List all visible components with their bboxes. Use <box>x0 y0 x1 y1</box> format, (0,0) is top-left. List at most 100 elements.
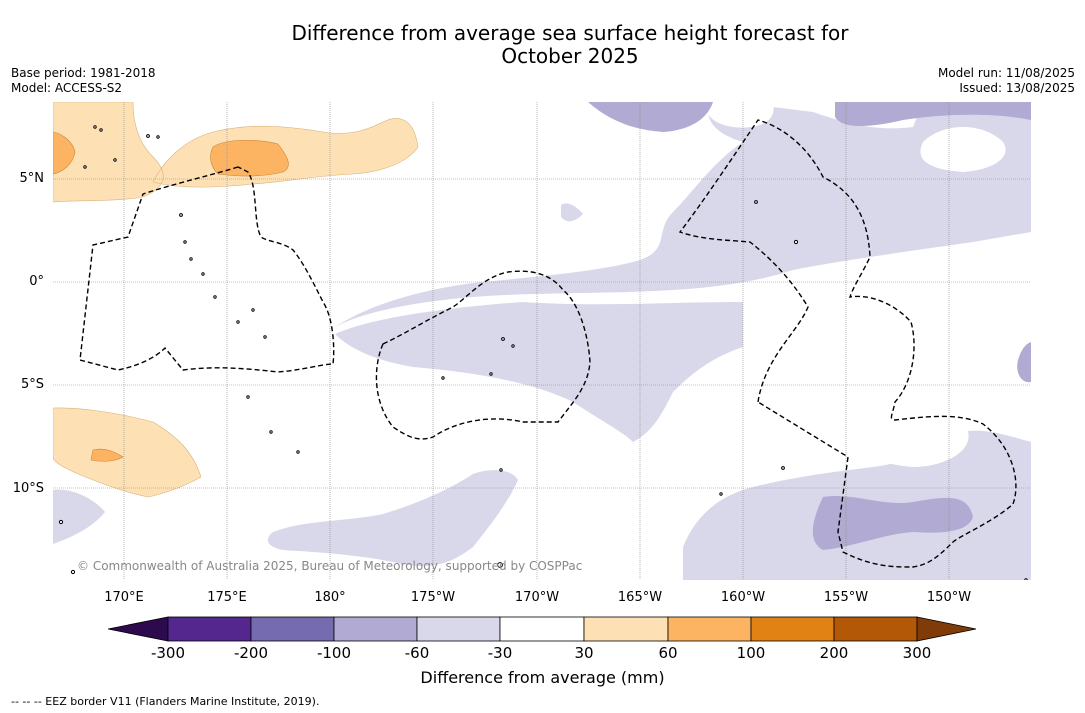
island <box>93 125 97 129</box>
graticule <box>53 102 1031 580</box>
moderate-negative-regions <box>588 102 1031 550</box>
southwest-orange-core <box>90 448 124 462</box>
colorbar-tick: 300 <box>902 644 932 662</box>
lower-right-patch <box>812 495 973 550</box>
lat-label-5s: 5°S <box>20 377 44 392</box>
southwest-orange-blob <box>53 407 202 498</box>
moderate-positive-regions <box>53 131 289 462</box>
negative-anomaly-regions <box>53 102 1031 580</box>
small-isle-patch <box>561 203 583 222</box>
island <box>113 158 117 162</box>
colorbar-label: Difference from average (mm) <box>420 668 665 687</box>
island <box>156 135 160 139</box>
attribution-text: © Commonwealth of Australia 2025, Bureau… <box>77 559 582 573</box>
top-right-patch <box>835 102 1031 126</box>
lon-label-8: 155°W <box>823 590 869 605</box>
island <box>58 519 64 525</box>
island <box>201 272 205 276</box>
central-band <box>335 102 1031 580</box>
lon-label-7: 160°W <box>720 590 766 605</box>
neutral-holes <box>706 102 1006 467</box>
island <box>1024 578 1028 580</box>
island <box>441 376 445 380</box>
issued-date: Issued: 13/08/2025 <box>959 81 1075 95</box>
lon-label-3: 180° <box>314 590 346 605</box>
colorbar-tick: -200 <box>233 644 269 662</box>
colorbar-tick: -60 <box>404 644 430 662</box>
colorbar-swatch-5 <box>499 616 585 642</box>
island <box>183 240 187 244</box>
lower-left-blob <box>267 470 518 567</box>
island <box>146 134 150 138</box>
upper-right-hole <box>920 127 1006 172</box>
colorbar <box>107 614 978 648</box>
map-svg: © Commonwealth of Australia 2025, Bureau… <box>53 102 1031 580</box>
lat-label-equator: 0° <box>29 274 44 289</box>
colorbar-tick: -30 <box>487 644 513 662</box>
colorbar-tick: 30 <box>574 644 594 662</box>
island <box>246 395 250 399</box>
colorbar-tick: 60 <box>658 644 678 662</box>
island <box>781 466 785 470</box>
colorbar-swatch-2 <box>250 616 335 642</box>
island <box>296 450 300 454</box>
colorbar-tick: -300 <box>150 644 186 662</box>
colorbar-svg <box>107 616 977 642</box>
title-line-1: Difference from average sea surface heig… <box>291 21 849 45</box>
top-mid-patch <box>588 102 713 132</box>
colorbar-tick: -100 <box>316 644 352 662</box>
lat-label-5n: 5°N <box>19 171 45 186</box>
colorbar-over-arrow <box>916 616 977 642</box>
lon-label-5: 170°W <box>514 590 560 605</box>
model-run: Model run: 11/08/2025 <box>937 66 1075 80</box>
lat-label-10s: 10°S <box>12 481 44 496</box>
lon-label-4: 175°W <box>410 590 456 605</box>
island <box>497 562 503 568</box>
central-lower-shelf <box>335 302 743 442</box>
colorbar-swatch-9 <box>833 616 918 642</box>
meta-left: Base period: 1981-2018 Model: ACCESS-S2 <box>11 66 156 96</box>
island <box>83 165 87 169</box>
island <box>70 569 76 575</box>
colorbar-swatch-3 <box>333 616 418 642</box>
base-period: Base period: 1981-2018 <box>11 66 156 80</box>
map-panel: © Commonwealth of Australia 2025, Bureau… <box>53 102 1031 580</box>
colorbar-swatch-6 <box>583 616 669 642</box>
eez-phoenix-islands <box>375 270 591 440</box>
north-orange-core <box>210 140 289 177</box>
northwest-orange-edge <box>53 131 76 175</box>
island <box>236 320 240 324</box>
model-name: Model: ACCESS-S2 <box>11 81 123 95</box>
island <box>99 128 103 132</box>
eez-legend: -- -- -- EEZ border V11 (Flanders Marine… <box>11 695 320 708</box>
island <box>263 335 267 339</box>
island <box>501 337 505 341</box>
lon-label-2: 175°E <box>207 590 247 605</box>
colorbar-swatch-8 <box>750 616 835 642</box>
island <box>754 200 758 204</box>
colorbar-swatch-7 <box>667 616 752 642</box>
lon-label-9: 150°W <box>926 590 972 605</box>
map-title: Difference from average sea surface heig… <box>0 22 1085 68</box>
left-edge-blob <box>53 489 105 544</box>
island <box>251 308 255 312</box>
colorbar-swatch-1 <box>167 616 252 642</box>
lon-label-1: 170°E <box>104 590 144 605</box>
island <box>179 213 183 217</box>
colorbar-tick: 200 <box>819 644 849 662</box>
colorbar-tick: 100 <box>736 644 766 662</box>
island <box>499 468 503 472</box>
island <box>189 257 193 261</box>
island <box>719 492 723 496</box>
eez-borders <box>79 119 1017 568</box>
island <box>213 295 217 299</box>
lon-label-6: 165°W <box>617 590 663 605</box>
island <box>489 372 493 376</box>
island <box>793 239 799 245</box>
meta-right: Model run: 11/08/2025 Issued: 13/08/2025 <box>938 66 1075 96</box>
colorbar-under-arrow <box>107 616 169 642</box>
eez-line-islands <box>678 119 1017 568</box>
island <box>511 344 515 348</box>
island <box>269 430 273 434</box>
colorbar-swatch-4 <box>416 616 501 642</box>
